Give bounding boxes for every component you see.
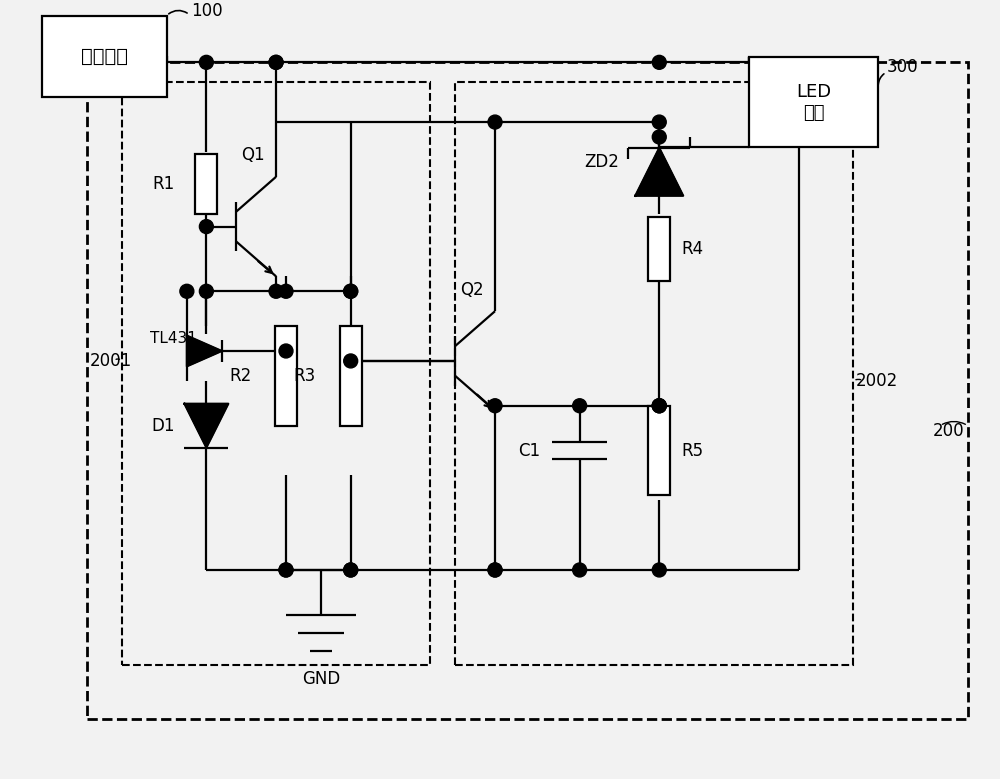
Text: R3: R3 xyxy=(294,367,316,385)
Text: R4: R4 xyxy=(681,240,703,258)
Circle shape xyxy=(488,563,502,577)
Text: Q1: Q1 xyxy=(241,146,265,164)
Bar xyxy=(42,16,167,97)
Text: R1: R1 xyxy=(152,174,175,192)
Circle shape xyxy=(279,563,293,577)
Text: R2: R2 xyxy=(229,367,251,385)
Bar xyxy=(340,326,362,425)
Circle shape xyxy=(652,399,666,413)
Circle shape xyxy=(269,55,283,69)
Bar xyxy=(122,83,430,664)
Circle shape xyxy=(652,399,666,413)
Bar xyxy=(648,217,670,281)
Text: LED
负载: LED 负载 xyxy=(796,83,831,122)
Circle shape xyxy=(269,55,283,69)
Circle shape xyxy=(344,354,358,368)
Polygon shape xyxy=(187,336,222,366)
Text: 2002: 2002 xyxy=(855,372,898,390)
Text: ZD2: ZD2 xyxy=(585,153,619,171)
Circle shape xyxy=(199,284,213,298)
Text: 300: 300 xyxy=(886,58,918,76)
Text: 200: 200 xyxy=(933,421,965,439)
Bar xyxy=(455,83,853,664)
Circle shape xyxy=(269,284,283,298)
Circle shape xyxy=(344,563,358,577)
Bar xyxy=(749,58,878,147)
Circle shape xyxy=(279,344,293,358)
Circle shape xyxy=(652,563,666,577)
Circle shape xyxy=(199,55,213,69)
Text: 2001: 2001 xyxy=(90,352,132,370)
Bar xyxy=(275,326,297,425)
Text: 100: 100 xyxy=(191,2,223,19)
Bar xyxy=(648,406,670,495)
Circle shape xyxy=(652,115,666,129)
Text: TL431: TL431 xyxy=(150,331,196,346)
Circle shape xyxy=(652,399,666,413)
Bar xyxy=(195,154,217,213)
Text: 直流电源: 直流电源 xyxy=(81,47,128,66)
Polygon shape xyxy=(635,148,683,196)
Circle shape xyxy=(488,563,502,577)
Text: GND: GND xyxy=(302,669,340,688)
Circle shape xyxy=(573,563,587,577)
Circle shape xyxy=(488,115,502,129)
Polygon shape xyxy=(184,404,228,448)
Circle shape xyxy=(344,563,358,577)
Text: C1: C1 xyxy=(518,442,540,460)
Circle shape xyxy=(652,55,666,69)
Circle shape xyxy=(573,399,587,413)
Text: Q2: Q2 xyxy=(460,281,484,299)
Circle shape xyxy=(279,563,293,577)
Circle shape xyxy=(279,284,293,298)
Bar xyxy=(87,62,968,719)
Circle shape xyxy=(652,130,666,144)
Circle shape xyxy=(180,284,194,298)
Text: D1: D1 xyxy=(151,417,175,435)
Circle shape xyxy=(199,220,213,234)
Circle shape xyxy=(488,399,502,413)
Circle shape xyxy=(344,284,358,298)
Text: R5: R5 xyxy=(681,442,703,460)
Circle shape xyxy=(344,284,358,298)
